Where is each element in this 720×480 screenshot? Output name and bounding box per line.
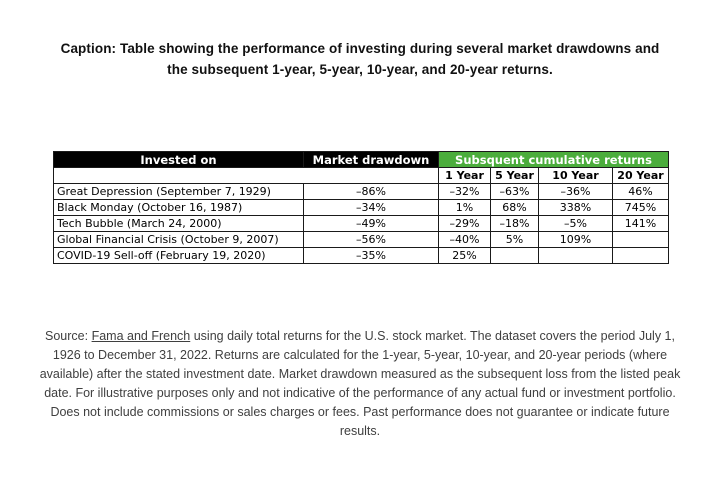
- table-header-row: Invested on Market drawdown Subsquent cu…: [53, 151, 669, 168]
- subheader-empty-cell: [53, 167, 439, 184]
- source-prefix: Source:: [45, 329, 92, 343]
- table-row: Great Depression (September 7, 1929) –86…: [53, 183, 669, 200]
- table-row: Global Financial Crisis (October 9, 2007…: [53, 231, 669, 248]
- drawdown-cell: –34%: [303, 199, 439, 216]
- drawdown-cell: –35%: [303, 247, 439, 264]
- return-1yr-cell: –29%: [438, 215, 491, 232]
- table-row: Tech Bubble (March 24, 2000) –49% –29% –…: [53, 215, 669, 232]
- market-drawdown-header: Market drawdown: [303, 151, 439, 168]
- return-1yr-cell: 1%: [438, 199, 491, 216]
- fama-french-link[interactable]: Fama and French: [91, 329, 191, 343]
- event-cell: Great Depression (September 7, 1929): [53, 183, 304, 200]
- source-text: using daily total returns for the U.S. s…: [39, 329, 681, 438]
- subsequent-returns-group-header: Subsquent cumulative returns: [438, 151, 669, 168]
- table-row: COVID-19 Sell-off (February 19, 2020) –3…: [53, 247, 669, 264]
- return-10yr-cell: –5%: [538, 215, 613, 232]
- drawdown-cell: –86%: [303, 183, 439, 200]
- return-1yr-cell: –32%: [438, 183, 491, 200]
- return-1yr-cell: 25%: [438, 247, 491, 264]
- event-cell: Black Monday (October 16, 1987): [53, 199, 304, 216]
- return-20yr-cell: [612, 247, 669, 264]
- col-header-1-year: 1 Year: [438, 167, 491, 184]
- return-5yr-cell: –63%: [490, 183, 539, 200]
- event-cell: Tech Bubble (March 24, 2000): [53, 215, 304, 232]
- col-header-10-year: 10 Year: [538, 167, 613, 184]
- event-cell: COVID-19 Sell-off (February 19, 2020): [53, 247, 304, 264]
- drawdown-cell: –49%: [303, 215, 439, 232]
- return-10yr-cell: [538, 247, 613, 264]
- return-5yr-cell: 5%: [490, 231, 539, 248]
- return-5yr-cell: 68%: [490, 199, 539, 216]
- return-20yr-cell: 745%: [612, 199, 669, 216]
- return-10yr-cell: 109%: [538, 231, 613, 248]
- col-header-5-year: 5 Year: [490, 167, 539, 184]
- return-5yr-cell: –18%: [490, 215, 539, 232]
- source-note: Source: Fama and French using daily tota…: [30, 327, 690, 441]
- col-header-20-year: 20 Year: [612, 167, 669, 184]
- drawdowns-table: Invested on Market drawdown Subsquent cu…: [53, 151, 669, 264]
- return-1yr-cell: –40%: [438, 231, 491, 248]
- return-10yr-cell: –36%: [538, 183, 613, 200]
- drawdown-cell: –56%: [303, 231, 439, 248]
- return-5yr-cell: [490, 247, 539, 264]
- table-row: Black Monday (October 16, 1987) –34% 1% …: [53, 199, 669, 216]
- return-10yr-cell: 338%: [538, 199, 613, 216]
- table-subheader-row: 1 Year 5 Year 10 Year 20 Year: [53, 167, 669, 184]
- return-20yr-cell: [612, 231, 669, 248]
- figure-caption: Caption: Table showing the performance o…: [60, 41, 660, 77]
- return-20yr-cell: 46%: [612, 183, 669, 200]
- event-cell: Global Financial Crisis (October 9, 2007…: [53, 231, 304, 248]
- return-20yr-cell: 141%: [612, 215, 669, 232]
- invested-on-header: Invested on: [53, 151, 304, 168]
